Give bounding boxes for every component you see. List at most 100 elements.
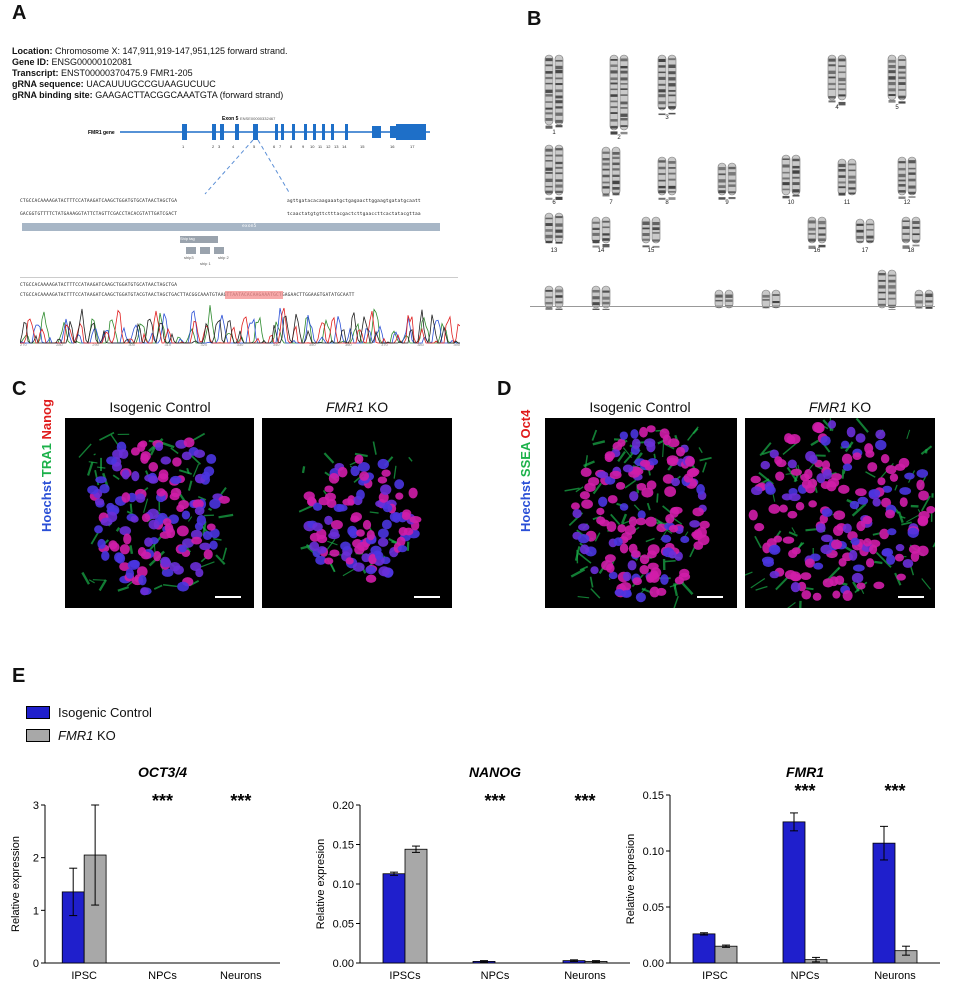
nucleus [916,479,925,491]
membrane-stain [301,466,306,474]
grna-highlight [225,291,283,299]
nucleus [194,522,204,531]
ship-tag-box: Ship tag [180,236,218,243]
svg-text:5: 5 [253,144,256,149]
nucleus [172,457,182,467]
nucleus [841,453,853,465]
exon-label: Exon 5 [222,116,239,122]
nucleus [855,433,866,443]
nucleus [409,515,422,524]
membrane-stain [178,469,192,475]
nucleus [666,455,679,465]
nucleus [392,511,401,523]
nucleus [628,516,638,527]
nucleus [894,553,904,562]
gene-info-block: Location: Chromosome X: 147,911,919-147,… [12,46,288,101]
membrane-stain [608,578,611,581]
nucleus [318,496,330,506]
nucleus [579,544,590,555]
membrane-stain [393,465,397,479]
nucleus [87,485,99,495]
chromatogram-trace [20,305,460,345]
nucleus [123,533,132,545]
nucleus [374,551,384,561]
nucleus [119,526,132,536]
membrane-stain [354,452,368,458]
membrane-stain [906,429,911,440]
membrane-stain [187,516,193,522]
membrane-stain [702,462,707,473]
chart-2: FMR1 0.00 0.05 0.10 0.15 Relative expresion IP… [625,764,940,982]
nucleus [760,460,771,470]
nucleus [684,456,695,467]
nucleus [608,571,618,580]
nucleus [596,471,609,479]
y-tick-label: 3 [33,800,39,812]
significance-mark: *** [484,791,505,811]
nucleus [95,476,107,484]
membrane-stain [192,463,200,477]
sequence-top-2: GACGGTGTTTTCTATGAAAGGTATTCTAGTTCGACCTACA… [20,212,178,217]
nucleus [851,572,864,584]
nucleus [106,502,115,511]
nucleus [699,520,710,529]
nucleus [153,551,162,562]
membrane-stain [894,484,898,491]
membrane-stain [408,456,413,462]
karyotype-baseline [530,306,935,307]
nucleus [160,557,172,568]
nucleus [622,571,632,582]
nucleus [94,525,103,534]
nucleus [170,487,182,498]
chart-1: NANOG 0.00 0.05 0.10 0.15 0.20 Relative expres… [315,764,630,982]
nucleus [381,519,392,530]
nucleus [671,477,681,487]
nucleus [613,537,623,546]
membrane-stain [163,584,178,588]
y-tick-label: 0.00 [643,958,664,970]
nucleus [303,491,315,501]
membrane-stain [755,585,768,591]
nucleus [148,519,160,530]
y-tick-label: 0.20 [333,800,354,812]
chromosome-14: 14 [591,216,611,254]
nucleus [835,575,845,586]
nucleus [615,482,626,490]
nucleus [572,508,582,519]
nucleus [842,463,853,472]
nucleus [121,469,130,480]
nucleus [579,491,591,500]
nucleus [899,487,912,495]
nucleus [377,537,389,547]
nucleus [820,534,833,543]
nucleus [907,527,919,538]
nucleus [352,562,365,572]
panel-c-title-ko: FMR1 KO [325,399,389,415]
nucleus [130,515,139,523]
chromosome-21: 21 [714,289,734,309]
nucleus [312,522,323,532]
nucleus [359,471,370,481]
nucleus [649,586,660,598]
membrane-stain [112,474,120,480]
nucleus [135,493,146,503]
membrane-stain [793,474,799,483]
chart-0: OCT3/4 0 1 2 3 Relative expression IPSC NPCs ***… [10,764,280,982]
x-tick-label: IPSCs [389,970,421,982]
nucleus [820,481,831,490]
y-tick-label: 1 [33,905,39,917]
membrane-stain [754,535,762,549]
chromosome-label: 4 [835,105,839,111]
nucleus [808,500,817,508]
chromosome-label: 1 [552,130,556,136]
nucleus [362,519,372,530]
nucleus [787,459,797,469]
membrane-stain [645,537,655,543]
chromosome-5: 5 [887,54,907,111]
nucleus [206,523,216,531]
nucleus [401,512,411,521]
membrane-stain [98,579,107,592]
chromosome-label: 5 [895,105,899,111]
chromosome-12: 12 [897,156,917,206]
membrane-stain [215,554,226,565]
